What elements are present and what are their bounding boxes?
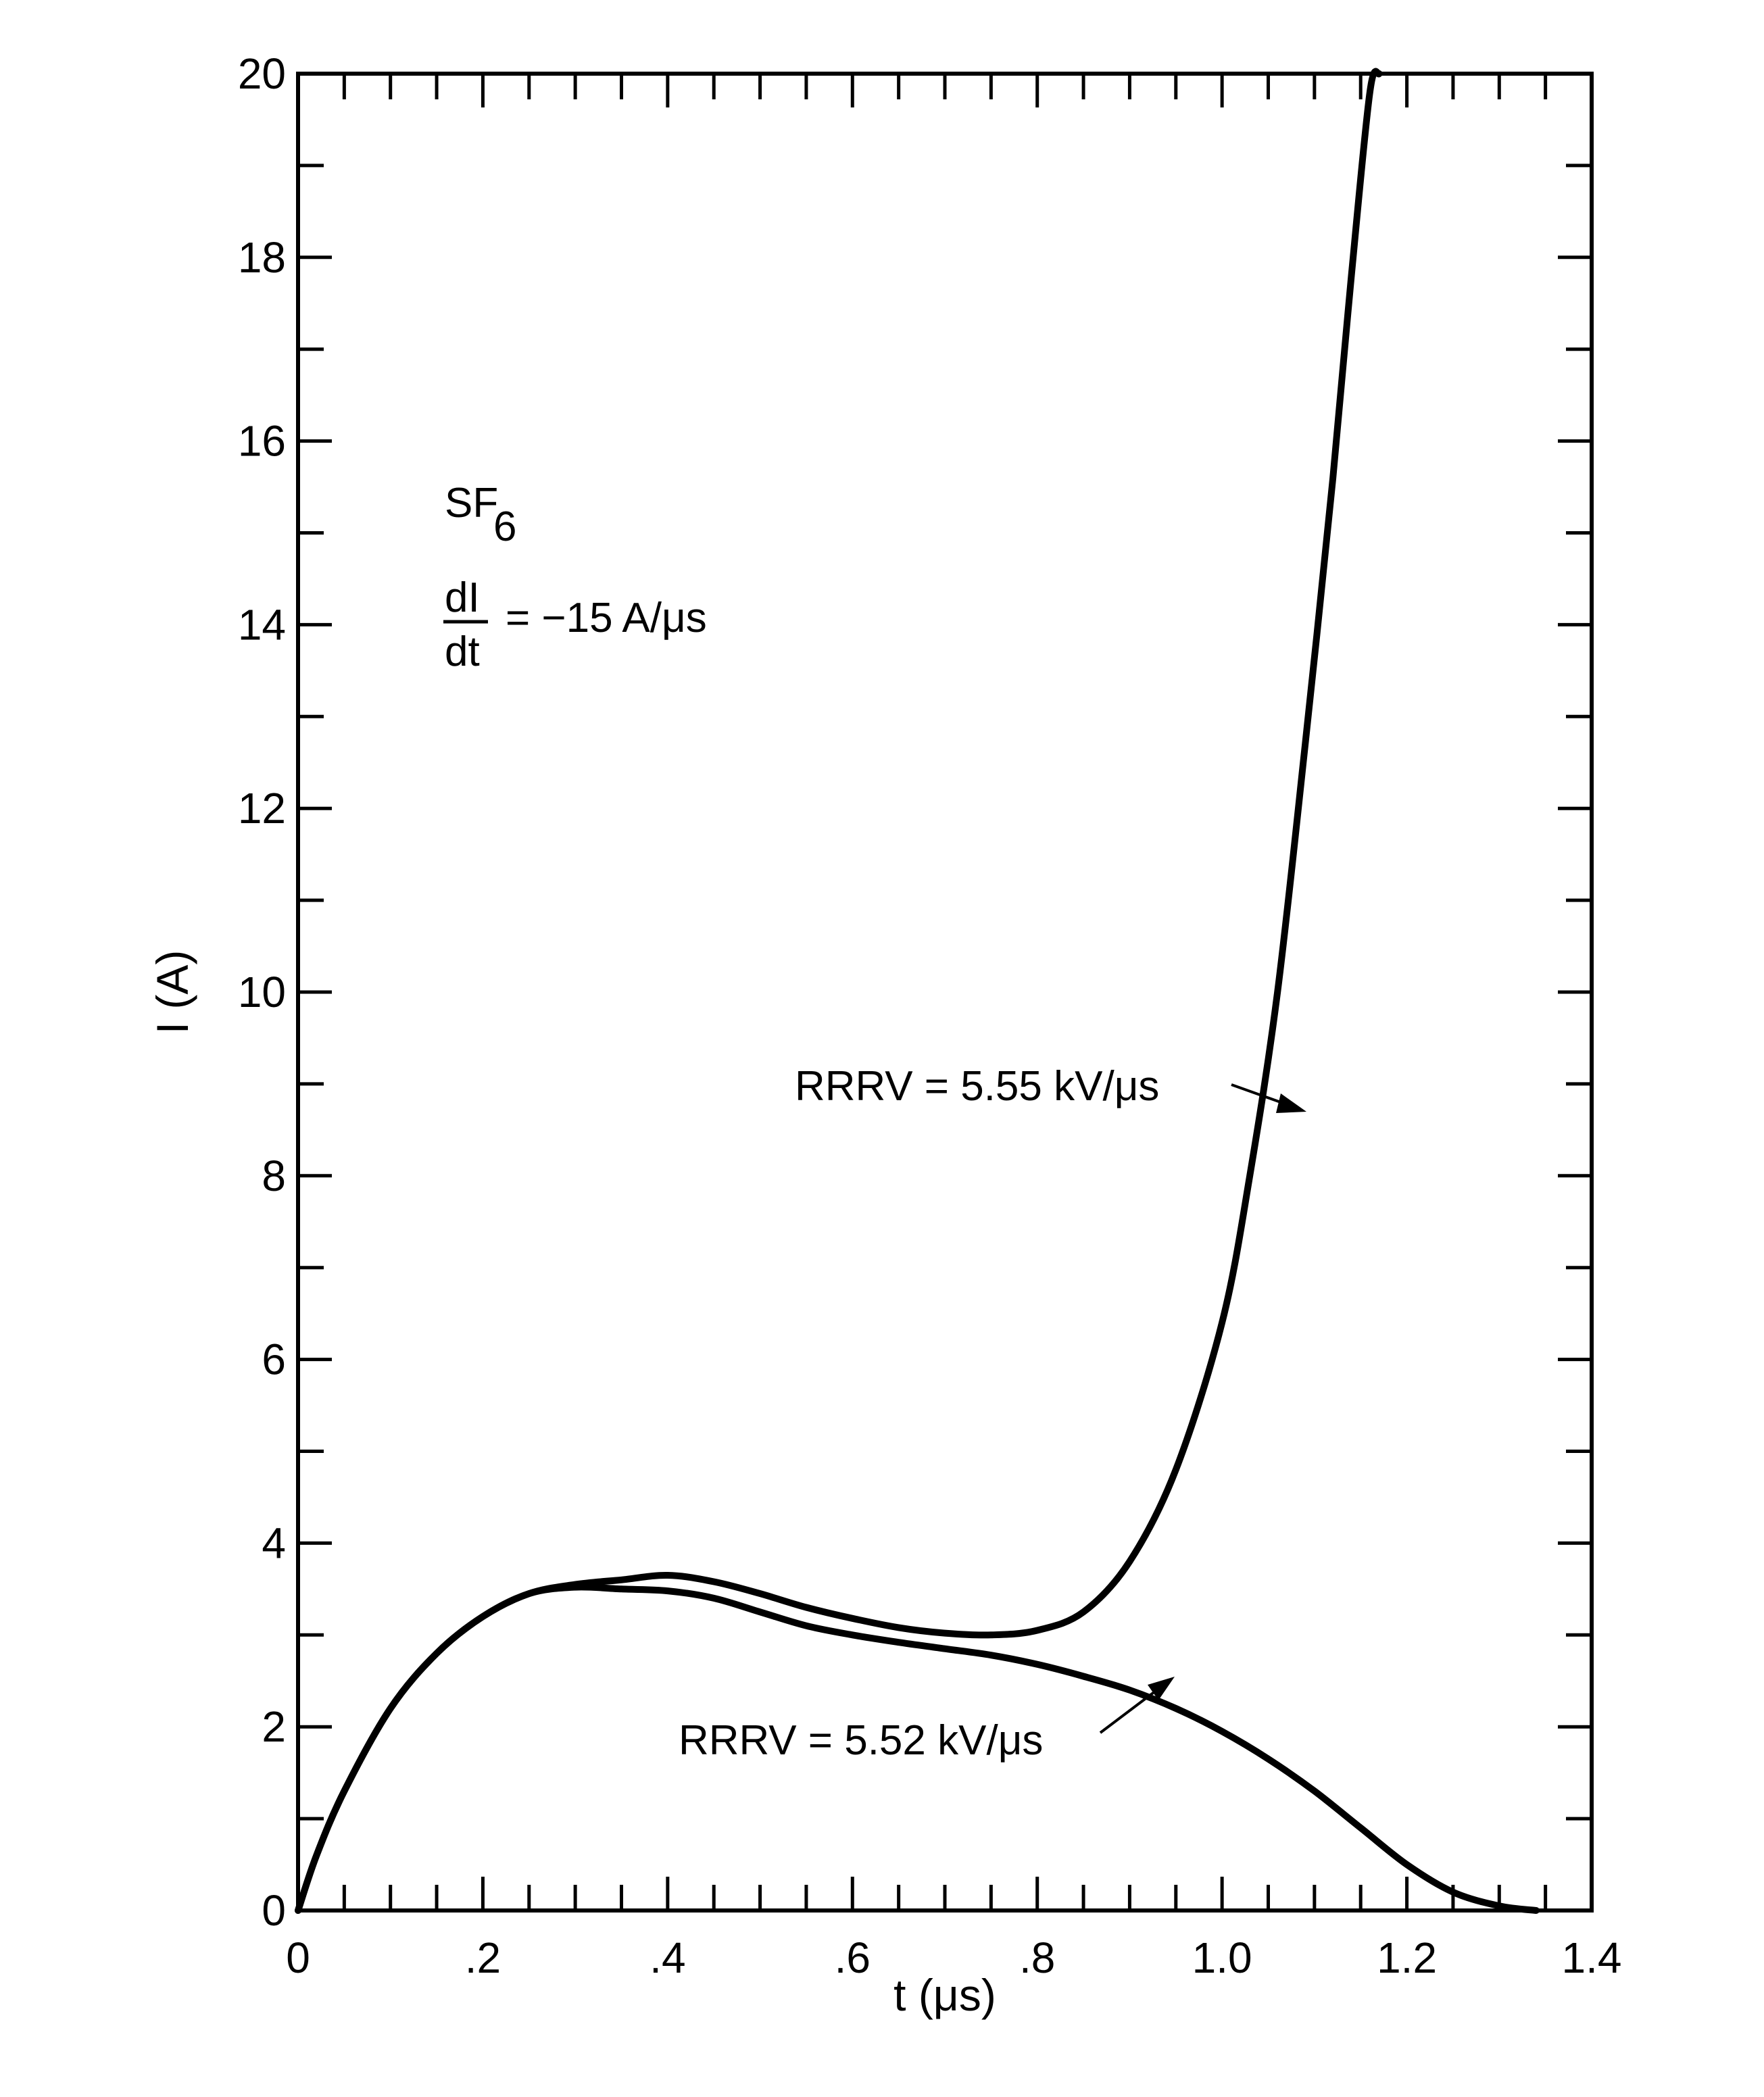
y-axis-ticks bbox=[298, 164, 1592, 1821]
gas-subscript: 6 bbox=[493, 503, 516, 550]
y-tick-label: 0 bbox=[262, 1886, 286, 1935]
y-tick-label: 8 bbox=[262, 1152, 286, 1200]
y-tick-label: 14 bbox=[238, 600, 286, 649]
x-axis-title: t (μs) bbox=[893, 1970, 996, 2020]
leader-arrowhead-lower bbox=[1148, 1677, 1175, 1700]
x-tick-label: .4 bbox=[650, 1933, 685, 1982]
y-tick-label: 4 bbox=[262, 1519, 286, 1567]
x-tick-label: .2 bbox=[465, 1933, 501, 1982]
gas-label: SF bbox=[445, 480, 498, 526]
leader-arrowhead-upper bbox=[1276, 1093, 1306, 1113]
x-axis-tick-labels: 0 .2 .4 .6 .8 1.0 1.2 1.4 bbox=[286, 1933, 1621, 1982]
x-tick-label: 1.0 bbox=[1192, 1933, 1252, 1982]
x-tick-label: .8 bbox=[1019, 1933, 1055, 1982]
series-lines bbox=[295, 68, 1540, 1914]
x-tick-label: 1.4 bbox=[1562, 1933, 1622, 1982]
y-tick-label: 2 bbox=[262, 1702, 286, 1751]
series-line-2 bbox=[295, 1583, 1540, 1914]
y-axis-tick-labels: 0 2 4 6 8 10 12 14 16 18 20 bbox=[238, 49, 286, 1935]
x-tick-label: 1.2 bbox=[1377, 1933, 1437, 1982]
y-axis-title: I (A) bbox=[147, 950, 197, 1035]
y-tick-label: 12 bbox=[238, 784, 286, 833]
didt-numerator: dI bbox=[445, 574, 480, 621]
didt-value: = −15 A/μs bbox=[506, 595, 707, 641]
series-label-lower: RRRV = 5.52 kV/μs bbox=[679, 1717, 1043, 1764]
x-tick-label: .6 bbox=[835, 1933, 871, 1982]
y-tick-label: 10 bbox=[238, 968, 286, 1016]
x-tick-label: 0 bbox=[286, 1933, 310, 1982]
y-tick-label: 18 bbox=[238, 233, 286, 282]
didt-denominator: dt bbox=[445, 628, 480, 675]
y-tick-label: 6 bbox=[262, 1335, 286, 1384]
y-tick-label: 20 bbox=[238, 49, 286, 98]
x-axis-ticks bbox=[342, 74, 1548, 1910]
y-tick-label: 16 bbox=[238, 417, 286, 466]
series-label-upper: RRRV = 5.55 kV/μs bbox=[795, 1063, 1159, 1110]
